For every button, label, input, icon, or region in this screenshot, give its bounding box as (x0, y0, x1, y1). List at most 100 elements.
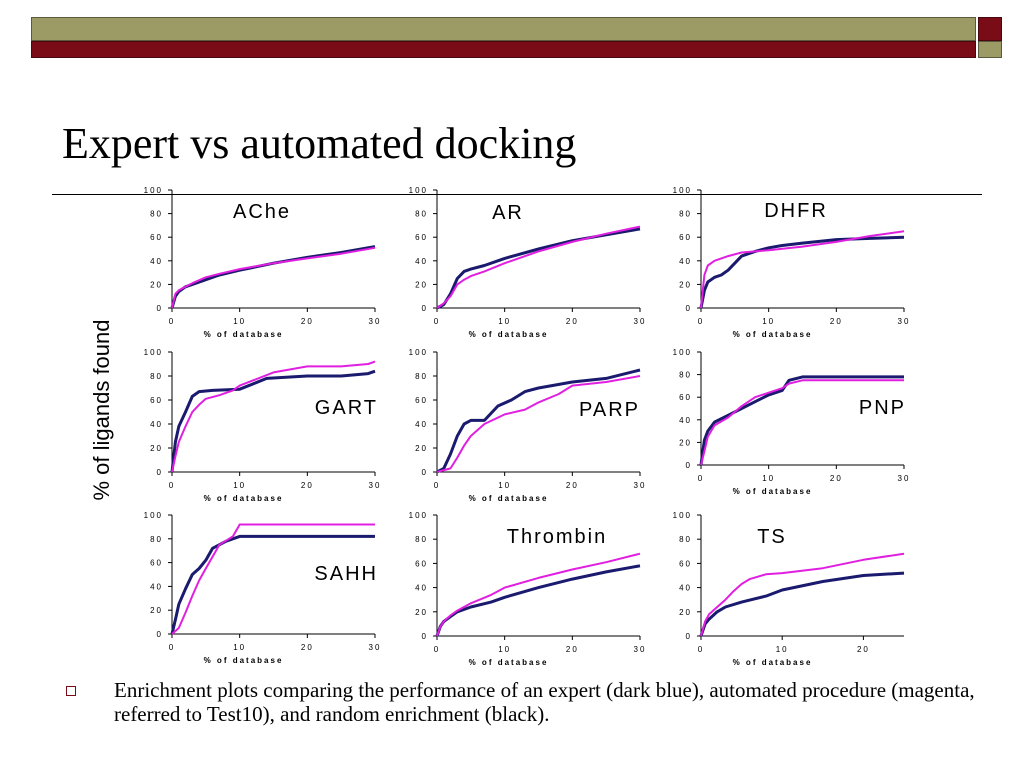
series-line-automated (700, 230, 905, 309)
x-tick-label: 10 (498, 317, 511, 326)
y-tick-label: 100 (673, 348, 692, 357)
y-tick-label: 60 (415, 233, 428, 242)
chart-panel-pnp: 0 20 40 60 80 100 0 10 20 30 % of database PNP (673, 348, 911, 496)
x-tick-label: 20 (857, 645, 870, 654)
chart-panel-thrombin: 0 20 40 60 80 100 0 10 20 30 % of database Thrombin (409, 511, 647, 667)
y-tick-label: 60 (679, 559, 692, 568)
y-tick-label: 80 (150, 372, 163, 381)
series-line-automated (171, 246, 376, 309)
x-tick-label: 0 (169, 643, 175, 652)
chart-panel-gart: 0 20 40 60 80 100 0 10 20 30 % of database GART (144, 348, 382, 503)
series-line-expert (170, 245, 376, 309)
y-tick-label: 60 (150, 396, 163, 405)
y-tick-label: 80 (679, 371, 692, 380)
x-tick-label: 0 (698, 317, 704, 326)
x-tick-label: 20 (301, 317, 314, 326)
y-tick-label: 100 (144, 348, 163, 357)
x-tick-label: 0 (434, 645, 440, 654)
chart-title: PNP (859, 397, 906, 419)
series-line-automated (171, 360, 376, 473)
chart-panel-sahh: 0 20 40 60 80 100 0 10 20 30 % of database SAHH (144, 511, 380, 665)
x-tick-label: 30 (369, 481, 382, 490)
series-line-expert (436, 368, 641, 474)
y-tick-label: 60 (415, 559, 428, 568)
chart-title: Thrombin (507, 526, 607, 548)
x-tick-label: 0 (698, 474, 704, 483)
x-tick-label: 0 (434, 317, 440, 326)
x-tick-label: 10 (762, 317, 775, 326)
header-square-maroon (978, 17, 1002, 41)
chart-panel-dhfr: 0 20 40 60 80 100 0 10 20 30 % of database DHFR (673, 186, 911, 339)
x-tick-label: 10 (233, 317, 246, 326)
chart-title: TS (757, 526, 787, 548)
x-tick-label: 20 (301, 481, 314, 490)
header-band-maroon (31, 41, 976, 58)
y-tick-label: 100 (409, 348, 428, 357)
x-tick-label: 30 (898, 317, 911, 326)
chart-panel-ts: 0 20 40 60 80 100 0 10 20 % of database TS (673, 511, 905, 667)
chart-panel-ache: 0 20 40 60 80 100 0 10 20 30 % of database AChe (144, 186, 380, 339)
header-band-olive (31, 17, 976, 41)
y-tick-label: 20 (150, 444, 163, 453)
x-tick-label: 20 (830, 474, 843, 483)
header-square-olive (978, 41, 1002, 58)
y-tick-label: 40 (150, 582, 163, 591)
chart-title: AChe (233, 201, 291, 223)
x-axis-label: % of database (469, 330, 549, 339)
y-tick-label: 20 (150, 606, 163, 615)
y-tick-label: 100 (409, 511, 428, 520)
y-tick-label: 0 (686, 632, 692, 641)
y-tick-label: 60 (150, 559, 163, 568)
series-line-expert (170, 369, 376, 473)
y-tick-label: 0 (422, 632, 428, 641)
title-divider (52, 194, 982, 195)
y-tick-label: 80 (679, 535, 692, 544)
y-tick-label: 0 (422, 304, 428, 313)
y-tick-label: 100 (673, 511, 692, 520)
y-tick-label: 0 (157, 304, 163, 313)
y-tick-label: 20 (415, 444, 428, 453)
y-tick-label: 20 (150, 280, 163, 289)
x-tick-label: 10 (762, 474, 775, 483)
x-axis-label: % of database (733, 330, 813, 339)
x-tick-label: 20 (830, 317, 843, 326)
series-line-expert (170, 534, 375, 635)
x-tick-label: 0 (698, 645, 704, 654)
x-tick-label: 30 (634, 481, 647, 490)
y-tick-label: 40 (679, 416, 692, 425)
series-line-expert (699, 375, 904, 466)
x-tick-label: 30 (898, 474, 911, 483)
series-line-automated (700, 379, 904, 466)
series-line-automated (700, 552, 905, 637)
chart-panel-parp: 0 20 40 60 80 100 0 10 20 30 % of database PARP (409, 348, 647, 503)
series-line-automated (436, 225, 641, 309)
x-tick-label: 0 (434, 481, 440, 490)
y-tick-label: 20 (415, 280, 428, 289)
x-tick-label: 20 (566, 645, 579, 654)
series-line-expert (699, 571, 905, 637)
x-tick-label: 30 (634, 317, 647, 326)
x-axis-label: % of database (469, 658, 549, 667)
chart-title: SAHH (314, 563, 378, 585)
y-tick-label: 20 (415, 608, 428, 617)
x-tick-label: 20 (566, 317, 579, 326)
y-tick-label: 80 (415, 372, 428, 381)
y-tick-label: 0 (686, 304, 692, 313)
y-tick-label: 60 (679, 393, 692, 402)
x-tick-label: 10 (776, 645, 789, 654)
x-tick-label: 30 (634, 645, 647, 654)
y-tick-label: 40 (150, 420, 163, 429)
x-axis-label: % of database (469, 494, 549, 503)
chart-title: AR (492, 202, 524, 224)
x-axis-label: % of database (733, 487, 813, 496)
y-tick-label: 0 (422, 468, 428, 477)
y-tick-label: 60 (679, 233, 692, 242)
y-tick-label: 0 (157, 630, 163, 639)
y-tick-label: 100 (673, 186, 692, 195)
series-line-expert (699, 235, 905, 309)
y-tick-label: 80 (679, 210, 692, 219)
y-tick-label: 40 (415, 420, 428, 429)
y-tick-label: 40 (679, 257, 692, 266)
chart-title: GART (315, 397, 378, 419)
